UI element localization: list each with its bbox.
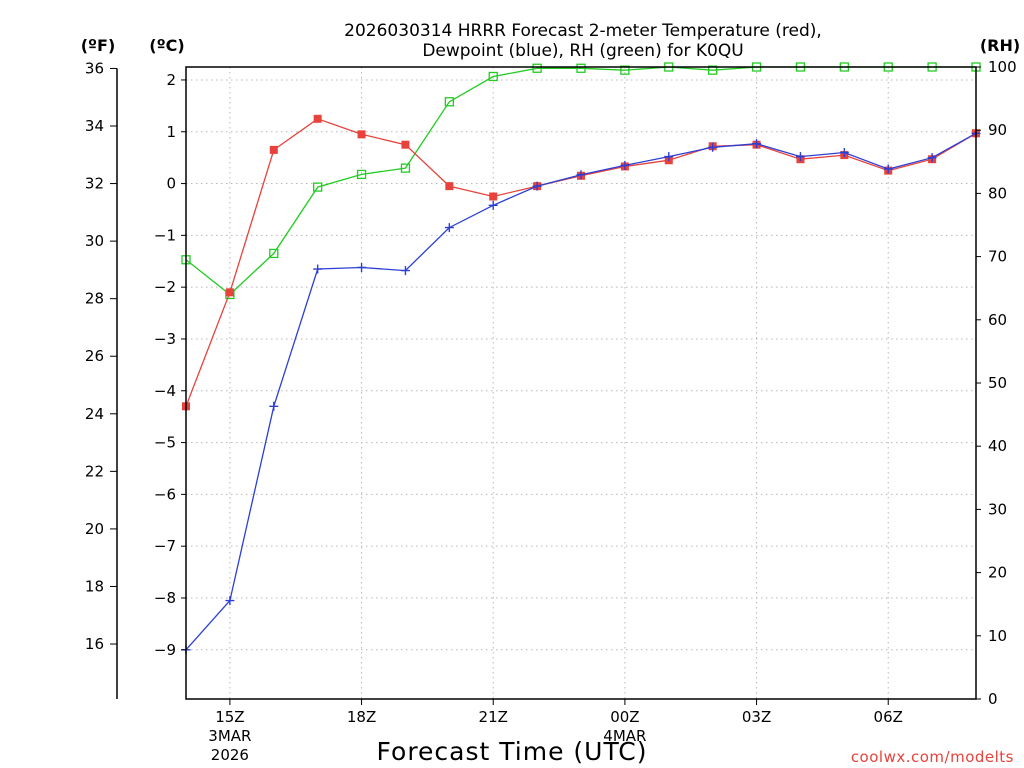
fahrenheit-tick-label: 22	[85, 462, 104, 480]
rh-tick-label: 20	[988, 564, 1007, 582]
x-tick-label: 21Z	[479, 708, 508, 726]
celsius-tick-label: −7	[154, 537, 176, 555]
rh-tick-label: 90	[988, 121, 1007, 139]
x-tick-date-label: 3MAR	[208, 727, 251, 745]
fahrenheit-tick-label: 24	[85, 405, 104, 423]
x-tick-date-label: 4MAR	[603, 727, 646, 745]
x-axis-title: Forecast Time (UTC)	[377, 737, 648, 766]
fahrenheit-tick-label: 32	[85, 175, 104, 193]
rh-unit-label: (RH)	[980, 36, 1020, 55]
rh-tick-label: 30	[988, 500, 1007, 518]
temperature-point	[489, 192, 498, 201]
temperature-point	[445, 182, 454, 191]
fahrenheit-unit-label: (ºF)	[81, 36, 116, 55]
axes	[110, 66, 981, 705]
fahrenheit-tick-label: 18	[85, 577, 104, 595]
dewpoint-point	[444, 223, 454, 233]
dewpoint-point	[708, 142, 718, 152]
celsius-unit-label: (ºC)	[149, 36, 184, 55]
dewpoint-point	[357, 262, 367, 272]
dewpoint-point	[400, 266, 410, 276]
chart-title-line1: 2026030314 HRRR Forecast 2-meter Tempera…	[344, 21, 822, 41]
rh-tick-label: 100	[988, 58, 1017, 76]
fahrenheit-tick-label: 16	[85, 635, 104, 653]
celsius-tick-label: 1	[166, 123, 176, 141]
rh-point	[576, 63, 586, 73]
x-tick-label: 18Z	[347, 708, 376, 726]
temperature-point	[313, 114, 322, 123]
fahrenheit-tick-label: 26	[85, 347, 104, 365]
plot-frame	[185, 66, 977, 700]
dewpoint-point	[795, 152, 805, 162]
celsius-tick-label: −8	[154, 589, 176, 607]
dewpoint-point	[313, 264, 323, 274]
rh-tick-label: 60	[988, 311, 1007, 329]
fahrenheit-tick-label: 28	[85, 290, 104, 308]
x-tick-year-label: 2026	[211, 746, 249, 764]
temperature-point	[357, 130, 366, 139]
rh-point	[532, 63, 542, 73]
x-tick-label: 03Z	[742, 708, 771, 726]
celsius-tick-label: −4	[154, 382, 176, 400]
temperature-point	[401, 140, 410, 149]
celsius-tick-label: −1	[154, 226, 176, 244]
celsius-tick-label: 0	[166, 175, 176, 193]
celsius-tick-label: −3	[154, 330, 176, 348]
temperature-point	[225, 288, 234, 297]
rh-tick-label: 40	[988, 437, 1007, 455]
dewpoint-point	[532, 181, 542, 191]
series-layer	[181, 62, 981, 655]
dewpoint-point	[883, 164, 893, 174]
chart-title-line2: Dewpoint (blue), RH (green) for K0QU	[422, 41, 743, 61]
fahrenheit-tick-label: 30	[85, 232, 104, 250]
credit-text: coolwx.com/modelts	[851, 748, 1014, 766]
celsius-tick-label: 2	[166, 71, 176, 89]
series-rh	[181, 62, 981, 300]
dewpoint-point	[752, 139, 762, 149]
rh-tick-label: 50	[988, 374, 1007, 392]
rh-line	[185, 66, 976, 296]
series-dewpoint	[181, 128, 981, 655]
fahrenheit-tick-label: 36	[85, 59, 104, 77]
rh-tick-label: 0	[988, 690, 998, 708]
dewpoint-line	[185, 132, 977, 651]
celsius-tick-label: −5	[154, 434, 176, 452]
rh-tick-label: 80	[988, 184, 1007, 202]
x-tick-label: 15Z	[215, 708, 244, 726]
gridlines	[186, 67, 976, 699]
rh-tick-label: 70	[988, 248, 1007, 266]
dewpoint-point	[225, 596, 235, 606]
rh-point	[269, 248, 279, 259]
rh-point	[488, 71, 498, 82]
dewpoint-point	[620, 160, 630, 170]
dewpoint-point	[664, 152, 674, 162]
fahrenheit-tick-label: 34	[85, 117, 104, 135]
celsius-tick-label: −6	[154, 485, 176, 503]
rh-point	[708, 65, 718, 75]
celsius-tick-label: −9	[154, 641, 176, 659]
dewpoint-point	[927, 153, 937, 163]
dewpoint-point	[488, 200, 498, 210]
rh-point	[313, 182, 323, 192]
x-tick-label: 06Z	[874, 708, 903, 726]
temperature-point	[269, 145, 278, 154]
rh-point	[444, 97, 454, 107]
x-tick-label: 00Z	[610, 708, 639, 726]
dewpoint-point	[269, 401, 279, 411]
temperature-line	[185, 118, 977, 407]
celsius-tick-label: −2	[154, 278, 176, 296]
dewpoint-point	[839, 147, 849, 157]
rh-point	[356, 169, 367, 180]
tick-labels: 3634323028262422201816210−1−2−3−4−5−6−7−…	[85, 58, 1017, 764]
fahrenheit-tick-label: 20	[85, 520, 104, 538]
dewpoint-point	[576, 170, 586, 180]
rh-point	[620, 65, 630, 75]
rh-point	[400, 163, 411, 173]
rh-tick-label: 10	[988, 627, 1007, 645]
